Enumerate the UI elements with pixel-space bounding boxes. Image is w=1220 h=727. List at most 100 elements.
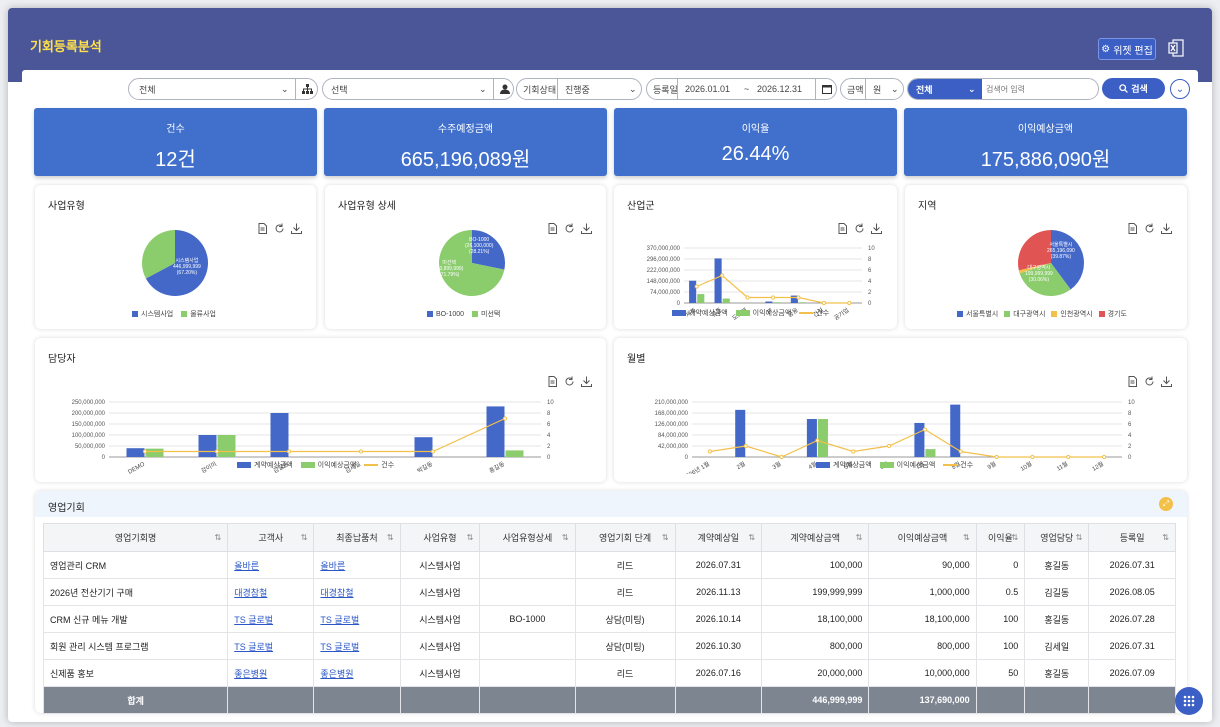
table-cell: 홍길동 <box>1024 551 1090 579</box>
table-cell: 시스템사업 <box>399 659 481 687</box>
download-icon[interactable] <box>291 223 302 234</box>
column-header[interactable]: 사업유형 ⇅ <box>399 523 481 552</box>
y-tick-label: 222,000,000 <box>647 268 681 274</box>
widget-edit-button[interactable]: ⚙ 위젯 편집 <box>1098 38 1156 60</box>
legend-item[interactable]: 건수 <box>943 460 973 470</box>
sort-icon[interactable]: ⇅ <box>386 533 394 542</box>
column-header[interactable]: 계약예상일 ⇅ <box>674 523 763 552</box>
y-tick-label: 126,000,000 <box>655 422 689 428</box>
app-menu-button[interactable] <box>1175 687 1203 715</box>
user-icon[interactable] <box>493 79 515 99</box>
y-tick-label: 84,000,000 <box>658 433 689 439</box>
customer-link[interactable]: 대경참철 <box>234 587 268 598</box>
document-icon[interactable] <box>257 223 268 234</box>
legend-item[interactable]: 경기도 <box>1098 309 1127 319</box>
date-from[interactable]: 2026.01.01 <box>685 84 731 94</box>
download-icon[interactable] <box>871 223 882 234</box>
column-header[interactable]: 영업담당 ⇅ <box>1024 523 1090 552</box>
calendar-icon[interactable] <box>815 79 837 99</box>
customer-link[interactable]: 좋은병원 <box>234 668 268 679</box>
legend-item[interactable]: 서울특별시 <box>957 309 998 319</box>
sort-icon[interactable]: ⇅ <box>300 533 308 542</box>
customer-link[interactable]: TS 글로벌 <box>234 614 274 625</box>
table-row[interactable]: 2026년 전산기기 구매 대경참철 대경참철 시스템사업 리드 2026.11.13 19… <box>42 578 1176 606</box>
refresh-icon[interactable] <box>1144 376 1155 387</box>
legend-item[interactable]: BO-1000 <box>427 311 464 318</box>
column-header[interactable]: 영업기회명 ⇅ <box>42 523 229 552</box>
table-row[interactable]: 영업관리 CRM 올바른 올바른 시스템사업 리드 2026.07.31 100,000 90… <box>42 551 1176 579</box>
customer-link[interactable]: TS 글로벌 <box>320 614 360 625</box>
search-input[interactable] <box>986 81 1096 97</box>
download-icon[interactable] <box>581 223 592 234</box>
table-row[interactable]: 회원 관리 시스템 프로그램 TS 글로벌 TS 글로벌 시스템사업 상담(미팅) 202… <box>42 632 1176 660</box>
refresh-icon[interactable] <box>854 223 865 234</box>
amount-unit-select[interactable]: 금액 원 ⌄ <box>840 78 904 100</box>
x-tick-label: 10월 <box>1019 460 1034 473</box>
column-header[interactable]: 이익예상금액 ⇅ <box>868 523 977 552</box>
legend-item[interactable]: 미선택 <box>472 309 500 319</box>
org-chart-icon[interactable] <box>295 79 319 99</box>
download-icon[interactable] <box>1161 223 1172 234</box>
sort-icon[interactable]: ⇅ <box>466 533 474 542</box>
legend-item[interactable]: 이익예상금액 <box>735 308 791 318</box>
document-icon[interactable] <box>837 223 848 234</box>
sort-icon[interactable]: ⇅ <box>561 533 569 542</box>
legend-item[interactable]: 이익예상금액 <box>300 460 356 470</box>
sort-icon[interactable]: ⇅ <box>748 533 756 542</box>
document-icon[interactable] <box>547 223 558 234</box>
customer-link[interactable]: 올바른 <box>320 560 346 571</box>
legend-item[interactable]: 계약예상금액 <box>816 460 872 470</box>
scope-select[interactable]: 전체 ⌄ <box>128 78 318 100</box>
line-point <box>922 427 928 432</box>
document-icon[interactable] <box>1127 376 1138 387</box>
column-header[interactable]: 계약예상금액 ⇅ <box>761 523 870 552</box>
refresh-icon[interactable] <box>1144 223 1155 234</box>
sort-icon[interactable]: ⇅ <box>1162 533 1169 542</box>
legend-item[interactable]: 건수 <box>364 460 394 470</box>
customer-link[interactable]: TS 글로벌 <box>320 641 360 652</box>
document-icon[interactable] <box>547 376 558 387</box>
table-row[interactable]: CRM 신규 메뉴 개발 TS 글로벌 TS 글로벌 시스템사업 BO-1000 상담(미… <box>42 605 1176 633</box>
user-select[interactable]: 선택 ⌄ <box>322 78 514 100</box>
sort-icon[interactable]: ⇅ <box>1011 533 1019 542</box>
legend-item[interactable]: 인천광역시 <box>1051 309 1093 319</box>
fullscreen-icon[interactable]: ⤢ <box>1159 497 1173 511</box>
table-cell <box>479 551 576 579</box>
column-header[interactable]: 사업유형상세 ⇅ <box>479 523 576 552</box>
legend-item[interactable]: 물류사업 <box>181 309 216 319</box>
sort-icon[interactable]: ⇅ <box>661 533 669 542</box>
customer-link[interactable]: 좋은병원 <box>320 668 354 679</box>
legend-item[interactable]: 계약예상금액 <box>672 308 728 318</box>
customer-link[interactable]: 올바른 <box>234 560 260 571</box>
column-header[interactable]: 최종납품처 ⇅ <box>313 523 401 552</box>
column-header[interactable]: 영업기회 단계 ⇅ <box>574 523 676 552</box>
download-icon[interactable] <box>581 376 592 387</box>
sort-icon[interactable]: ⇅ <box>855 533 863 542</box>
legend-item[interactable]: 대구광역시 <box>1004 309 1045 319</box>
legend-item[interactable]: 건수 <box>799 308 829 318</box>
search-button[interactable]: 검색 <box>1102 78 1165 99</box>
document-icon[interactable] <box>1127 223 1138 234</box>
expand-filters-button[interactable]: ⌄ <box>1170 79 1190 99</box>
sort-icon[interactable]: ⇅ <box>214 533 222 542</box>
refresh-icon[interactable] <box>564 376 575 387</box>
sort-icon[interactable]: ⇅ <box>1075 533 1083 542</box>
legend-item[interactable]: 시스템사업 <box>132 309 173 319</box>
column-header[interactable]: 등록일 ⇅ <box>1088 523 1176 552</box>
refresh-icon[interactable] <box>274 223 285 234</box>
date-to[interactable]: 2026.12.31 <box>757 84 803 94</box>
search-scope-select[interactable]: 전체 ⌄ <box>908 79 982 99</box>
download-icon[interactable] <box>1161 376 1172 387</box>
column-header[interactable]: 이익율 ⇅ <box>975 523 1026 552</box>
table-row[interactable]: 신제품 홍보 좋은병원 좋은병원 시스템사업 리드 2026.07.16 20,000,00… <box>42 659 1176 687</box>
column-header[interactable]: 고객사 ⇅ <box>227 523 315 552</box>
date-range[interactable]: 등록일 2026.01.01 ~ 2026.12.31 <box>646 78 837 100</box>
excel-export-icon[interactable] <box>1168 39 1184 57</box>
legend-item[interactable]: 이익예상금액 <box>879 460 935 470</box>
customer-link[interactable]: 대경참철 <box>320 587 354 598</box>
sort-icon[interactable]: ⇅ <box>962 533 970 542</box>
customer-link[interactable]: TS 글로벌 <box>234 641 274 652</box>
refresh-icon[interactable] <box>564 223 575 234</box>
status-select[interactable]: 기회상태 진행중 ⌄ <box>516 78 642 100</box>
legend-item[interactable]: 계약예상금액 <box>237 460 293 470</box>
